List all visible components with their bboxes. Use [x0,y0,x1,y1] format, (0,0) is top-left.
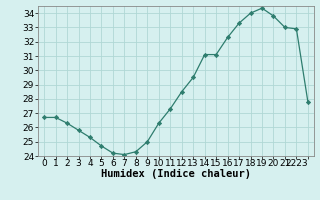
X-axis label: Humidex (Indice chaleur): Humidex (Indice chaleur) [101,169,251,179]
